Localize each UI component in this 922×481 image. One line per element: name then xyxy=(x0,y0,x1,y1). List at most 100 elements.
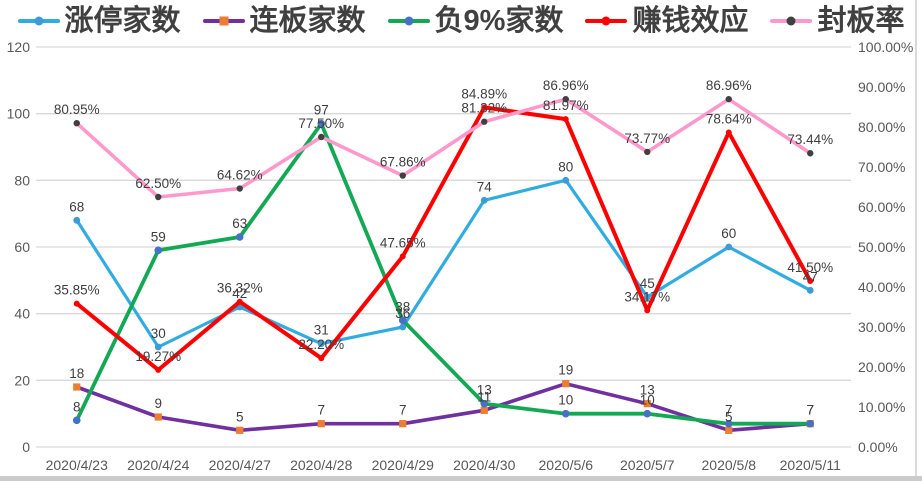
data-point-1-1[interactable] xyxy=(154,413,162,421)
right-axis-tick-label: 10.00% xyxy=(858,399,905,415)
data-point-0-1[interactable] xyxy=(154,343,162,351)
data-point-2-1[interactable] xyxy=(154,246,163,255)
x-axis-date-label: 2020/4/30 xyxy=(453,457,515,473)
data-point-4-0[interactable] xyxy=(73,120,80,127)
series-line-4[interactable] xyxy=(75,97,813,199)
legend-item-0[interactable]: 涨停家数 xyxy=(17,6,181,36)
data-point-2-3[interactable] xyxy=(317,119,326,128)
data-label-0-7: 45 xyxy=(640,276,655,291)
data-label-0-6: 80 xyxy=(558,159,573,174)
data-point-3-8[interactable] xyxy=(725,129,732,136)
legend-line-swatch xyxy=(770,16,813,26)
right-axis-tick-label: 70.00% xyxy=(858,159,905,175)
x-axis-date-label: 2020/4/29 xyxy=(372,457,434,473)
data-label-3-9: 41.50% xyxy=(787,260,833,275)
legend-line-swatch xyxy=(387,16,430,26)
chart-legend: 涨停家数 连板家数 负9%家数 赚钱效应 封板率 xyxy=(0,2,922,40)
data-point-2-0[interactable] xyxy=(72,416,81,425)
data-point-1-7[interactable] xyxy=(643,400,651,408)
data-label-2-5: 13 xyxy=(477,383,492,398)
legend-label: 负9%家数 xyxy=(434,4,564,37)
data-point-3-3[interactable] xyxy=(318,355,325,362)
data-label-4-9: 73.44% xyxy=(787,132,833,147)
data-point-0-4[interactable] xyxy=(399,323,407,331)
data-point-2-7[interactable] xyxy=(643,409,652,418)
legend-item-4[interactable]: 封板率 xyxy=(770,4,905,37)
left-axis-tick-label: 40 xyxy=(14,306,30,322)
legend-marker-circle-icon xyxy=(786,16,796,26)
data-label-2-6: 10 xyxy=(558,393,573,408)
series-line-0[interactable] xyxy=(75,178,812,349)
data-point-1-4[interactable] xyxy=(399,420,407,428)
data-label-4-7: 73.77% xyxy=(624,131,670,146)
data-label-4-1: 62.50% xyxy=(135,176,181,191)
legend-line-swatch xyxy=(202,16,245,26)
data-point-4-1[interactable] xyxy=(155,193,162,201)
data-point-4-9[interactable] xyxy=(807,150,814,157)
data-point-0-5[interactable] xyxy=(480,196,488,204)
data-point-1-2[interactable] xyxy=(236,426,244,434)
data-point-4-5[interactable] xyxy=(481,118,488,125)
data-point-3-1[interactable] xyxy=(155,366,162,373)
data-point-3-2[interactable] xyxy=(236,298,243,305)
data-point-0-8[interactable] xyxy=(725,243,733,251)
data-point-1-3[interactable] xyxy=(317,420,325,428)
legend-item-3[interactable]: 赚钱效应 xyxy=(585,6,748,36)
window-bottom-scrollbar[interactable] xyxy=(0,476,922,481)
data-point-3-0[interactable] xyxy=(73,300,80,307)
legend-label: 封板率 xyxy=(817,4,905,37)
data-point-0-0[interactable] xyxy=(73,216,81,224)
data-point-2-8[interactable] xyxy=(724,419,733,428)
data-point-1-6[interactable] xyxy=(562,380,570,388)
data-point-2-6[interactable] xyxy=(561,409,570,418)
data-point-4-6[interactable] xyxy=(562,95,569,103)
data-point-4-7[interactable] xyxy=(644,148,651,156)
data-point-3-5[interactable] xyxy=(481,104,488,111)
data-point-3-9[interactable] xyxy=(807,278,814,284)
series-line-3[interactable] xyxy=(74,105,813,372)
data-label-1-8: 5 xyxy=(725,409,733,424)
series-line-2[interactable] xyxy=(74,121,813,426)
data-point-4-3[interactable] xyxy=(318,133,325,141)
series-line-1[interactable] xyxy=(75,381,813,433)
data-point-2-9[interactable] xyxy=(806,419,815,428)
data-point-1-0[interactable] xyxy=(73,383,81,391)
x-axis-date-label: 2020/5/7 xyxy=(620,457,675,473)
legend-label: 连板家数 xyxy=(249,4,366,37)
data-label-4-2: 64.62% xyxy=(217,168,263,183)
data-label-3-3: 22.20% xyxy=(298,337,344,352)
data-point-2-5[interactable] xyxy=(480,399,489,408)
data-point-2-4[interactable] xyxy=(398,316,407,325)
left-axis-tick-label: 0 xyxy=(22,439,30,455)
data-point-0-9[interactable] xyxy=(806,286,814,294)
data-point-4-2[interactable] xyxy=(236,185,243,192)
legend-marker-circle-icon xyxy=(601,16,611,26)
data-label-3-5: 84.89% xyxy=(461,86,507,101)
data-label-4-4: 67.86% xyxy=(380,155,426,170)
data-point-0-6[interactable] xyxy=(562,176,570,184)
data-label-4-6: 86.96% xyxy=(543,78,589,93)
data-label-0-9: 47 xyxy=(803,269,818,284)
right-axis-tick-label: 50.00% xyxy=(858,239,905,255)
data-point-0-7[interactable] xyxy=(643,293,651,301)
legend-item-2[interactable]: 负9%家数 xyxy=(387,4,564,37)
data-point-4-8[interactable] xyxy=(725,95,732,103)
x-axis-date-label: 2020/5/8 xyxy=(702,457,757,473)
data-label-4-0: 80.95% xyxy=(54,102,100,117)
data-point-1-5[interactable] xyxy=(480,406,488,414)
data-label-4-3: 77.50% xyxy=(298,116,344,131)
data-point-0-3[interactable] xyxy=(317,340,325,348)
data-point-2-2[interactable] xyxy=(235,233,244,241)
data-label-0-5: 74 xyxy=(477,179,493,194)
data-point-1-8[interactable] xyxy=(725,426,733,434)
data-point-4-4[interactable] xyxy=(399,172,406,179)
legend-item-1[interactable]: 连板家数 xyxy=(202,4,366,37)
left-axis-tick-label: 80 xyxy=(14,172,30,188)
data-label-3-2: 36.32% xyxy=(217,281,263,296)
data-label-1-0: 18 xyxy=(69,366,84,381)
data-point-3-4[interactable] xyxy=(399,253,406,260)
x-axis-date-label: 2020/4/28 xyxy=(290,457,352,473)
data-point-3-6[interactable] xyxy=(562,116,569,123)
data-point-3-7[interactable] xyxy=(644,307,651,314)
